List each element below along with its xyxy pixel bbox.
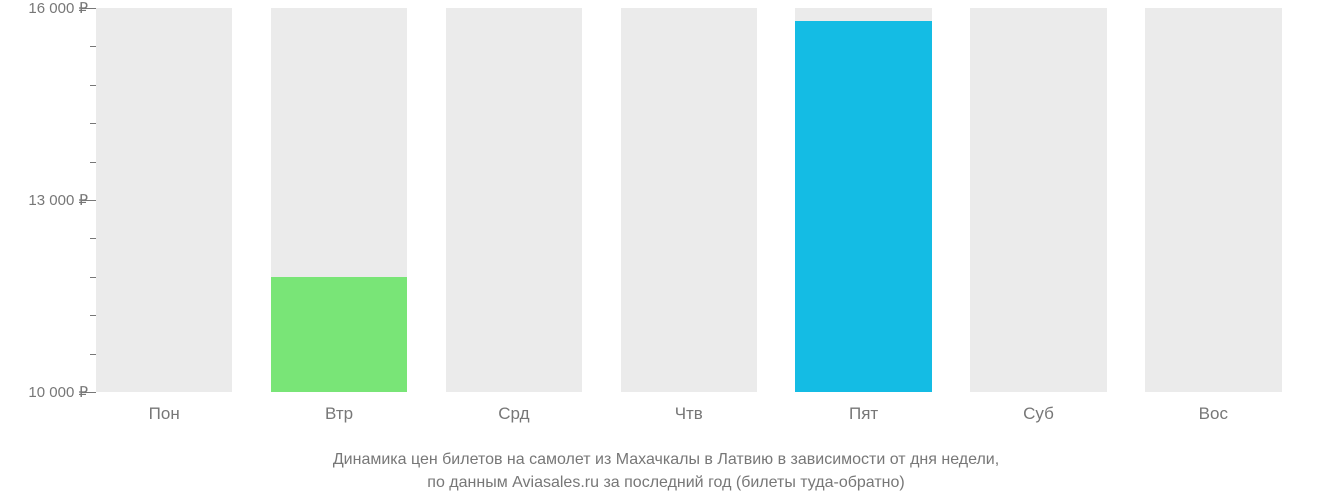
bar-background	[1145, 8, 1281, 392]
x-axis-label: Втр	[325, 404, 353, 424]
x-axis-label: Пон	[149, 404, 180, 424]
y-axis-label: 16 000 ₽	[28, 0, 88, 17]
bar-background	[621, 8, 757, 392]
price-by-weekday-chart: 10 000 ₽ 13 000 ₽ 16 000 ₽ Пон Втр Срд Чтв Пят С…	[0, 0, 1332, 502]
y-axis-label: 13 000 ₽	[28, 191, 88, 209]
bar-background	[96, 8, 232, 392]
bar-value	[271, 277, 407, 392]
caption-line-2: по данным Aviasales.ru за последний год …	[427, 474, 904, 491]
y-major-tick	[82, 200, 96, 201]
bar-background	[446, 8, 582, 392]
y-major-tick	[82, 392, 96, 393]
y-major-tick	[82, 8, 96, 9]
x-axis-label: Чтв	[675, 404, 703, 424]
y-axis-label: 10 000 ₽	[28, 383, 88, 401]
bar-background	[970, 8, 1106, 392]
x-axis-label: Срд	[498, 404, 529, 424]
caption-line-1: Динамика цен билетов на самолет из Махач…	[333, 451, 999, 468]
chart-caption: Динамика цен билетов на самолет из Махач…	[0, 448, 1332, 494]
x-axis-label: Суб	[1023, 404, 1054, 424]
plot-area: 10 000 ₽13 000 ₽16 000 ₽ПонВтрСрдЧтвПятС…	[96, 8, 1320, 392]
x-axis-label: Пят	[849, 404, 878, 424]
x-axis-label: Вос	[1199, 404, 1228, 424]
bar-value	[795, 21, 931, 392]
